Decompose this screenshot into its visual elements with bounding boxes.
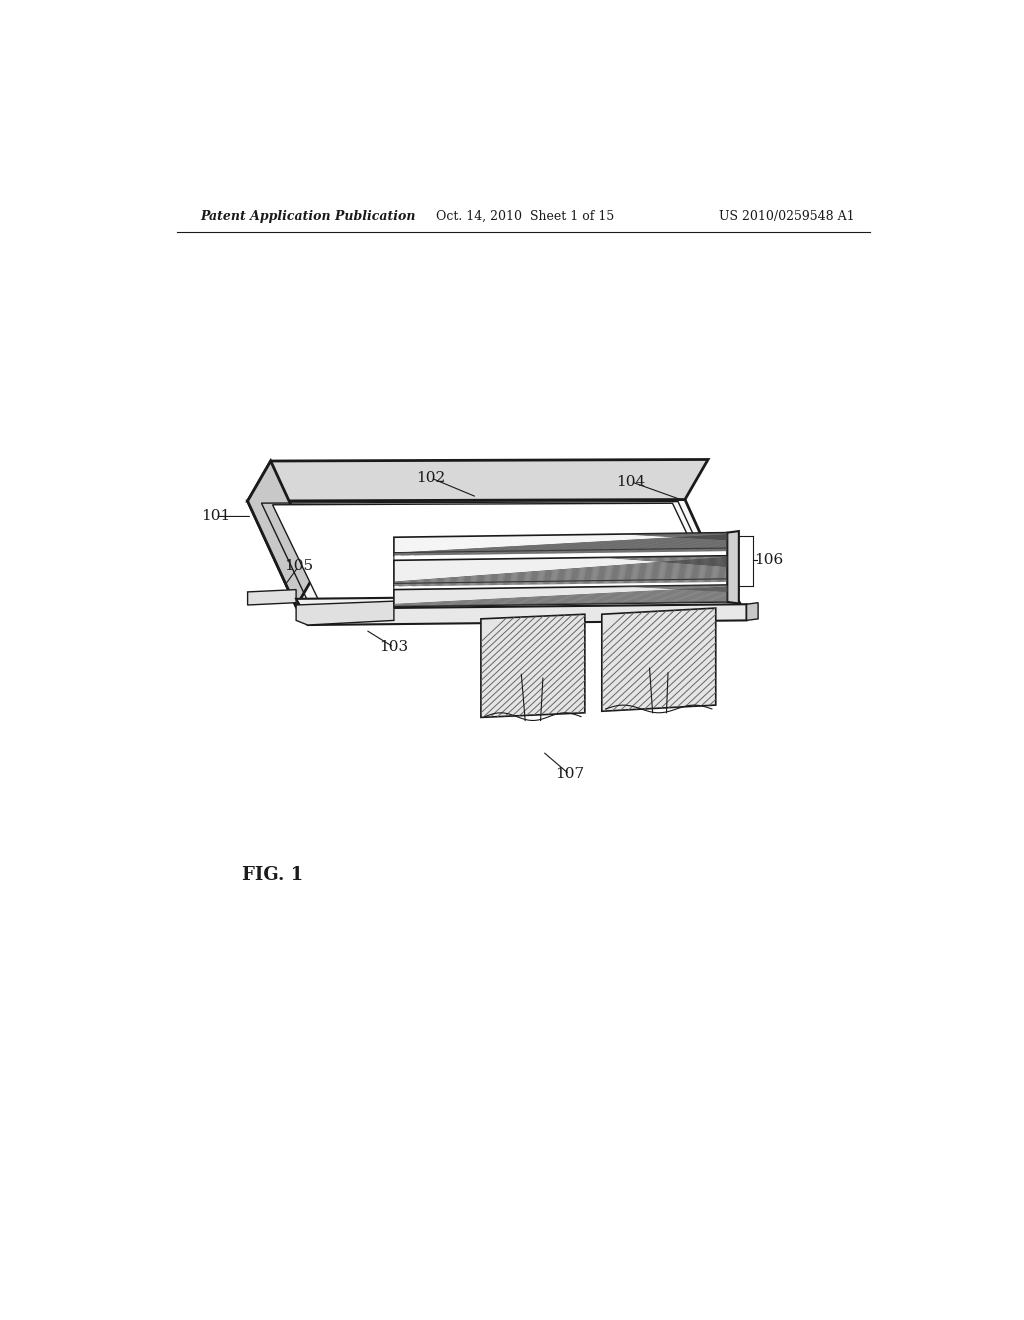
Polygon shape (394, 585, 727, 607)
Text: 105: 105 (284, 560, 313, 573)
Polygon shape (602, 609, 716, 711)
Text: US 2010/0259548 A1: US 2010/0259548 A1 (719, 210, 854, 223)
Polygon shape (481, 614, 585, 718)
Polygon shape (296, 601, 394, 626)
Polygon shape (394, 548, 727, 564)
Polygon shape (481, 614, 585, 718)
Text: 103: 103 (379, 640, 409, 655)
Polygon shape (394, 579, 727, 593)
Text: 101: 101 (201, 510, 229, 524)
Polygon shape (602, 609, 716, 711)
Polygon shape (272, 503, 720, 606)
Text: Oct. 14, 2010  Sheet 1 of 15: Oct. 14, 2010 Sheet 1 of 15 (435, 210, 614, 223)
Text: FIG. 1: FIG. 1 (243, 866, 303, 883)
Polygon shape (248, 499, 733, 607)
Polygon shape (746, 603, 758, 620)
Polygon shape (394, 533, 727, 556)
Polygon shape (394, 556, 727, 586)
Polygon shape (248, 590, 296, 605)
Text: 102: 102 (416, 471, 445, 484)
Polygon shape (727, 531, 739, 603)
Polygon shape (307, 605, 746, 626)
Polygon shape (394, 585, 727, 607)
Text: Patent Application Publication: Patent Application Publication (200, 210, 416, 223)
Polygon shape (248, 461, 319, 607)
Polygon shape (394, 533, 727, 556)
Text: 107: 107 (555, 767, 584, 781)
Text: 106: 106 (755, 553, 783, 568)
Polygon shape (248, 459, 708, 502)
Polygon shape (394, 556, 727, 586)
Polygon shape (296, 594, 746, 619)
Text: 104: 104 (616, 475, 646, 488)
